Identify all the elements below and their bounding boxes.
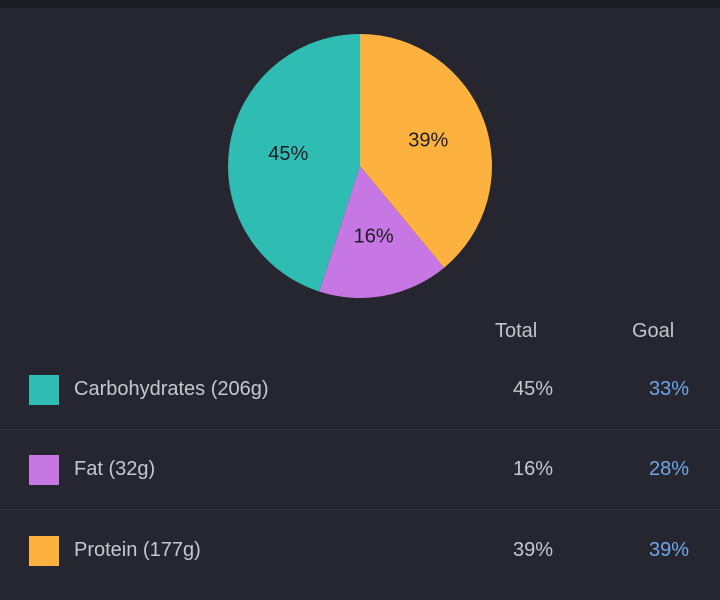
macro-total: 16%: [512, 458, 553, 480]
macro-total: 39%: [512, 539, 553, 561]
pie-svg: 45% 16% 39%: [228, 34, 493, 298]
color-swatch: [29, 375, 59, 405]
color-swatch: [29, 536, 59, 566]
macro-label: Carbohydrates (206g): [74, 378, 269, 400]
macro-goal: 28%: [648, 458, 689, 480]
pie-slice-protein: [360, 34, 493, 268]
macro-goal: 39%: [648, 539, 689, 561]
pie-slice-fat: [319, 166, 445, 298]
macros-pie-chart: 45% 16% 39%: [228, 34, 493, 298]
macro-goal: 33%: [648, 378, 689, 400]
macro-row-protein: Protein (177g) 39% 39%: [0, 511, 720, 591]
pie-label-carbohydrates: 45%: [268, 143, 308, 165]
color-swatch: [29, 455, 59, 485]
pie-label-protein: 39%: [408, 130, 448, 152]
column-header-goal: Goal: [632, 320, 675, 342]
macro-total: 45%: [512, 378, 553, 400]
macro-label: Fat (32g): [74, 458, 156, 480]
pie-slice-carbohydrates: [228, 34, 360, 292]
row-divider: [0, 509, 720, 510]
column-header-total: Total: [495, 320, 538, 342]
macro-row-fat: Fat (32g) 16% 28%: [0, 430, 720, 510]
pie-label-fat: 16%: [354, 226, 394, 248]
row-divider: [0, 429, 720, 430]
macro-row-carbohydrates: Carbohydrates (206g) 45% 33%: [0, 350, 720, 430]
macro-label: Protein (177g): [74, 539, 201, 561]
top-bar: [0, 0, 720, 8]
